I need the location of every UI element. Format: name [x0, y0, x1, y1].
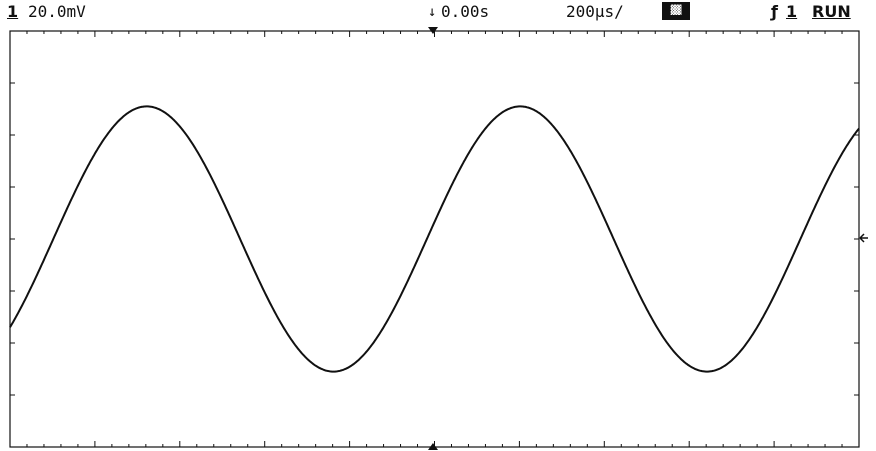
waveform-trace — [9, 105, 860, 373]
time-per-div-readout[interactable]: 200µs/ — [566, 2, 624, 21]
channel-1-trace — [9, 105, 860, 373]
channel-1-ground-marker — [859, 233, 868, 243]
trigger-position-marker-bottom — [428, 443, 438, 450]
volts-per-div-readout[interactable]: 20.0mV — [28, 2, 86, 21]
screen-markers — [428, 27, 868, 450]
channel-number[interactable]: 1 — [7, 2, 19, 21]
screen-border — [9, 30, 860, 448]
trigger-source[interactable]: 1 — [786, 2, 798, 21]
trigger-position-marker-top — [428, 27, 438, 34]
run-state-button[interactable]: RUN — [812, 2, 851, 21]
trigger-delay-readout[interactable]: 0.00s — [441, 2, 490, 21]
status-bar: 1 20.0mV ↓ 0.00s 200µs/ ▓▓ ƒ 1 RUN — [0, 0, 876, 24]
trigger-delay-arrow-icon: ↓ — [428, 4, 437, 20]
rising-edge-icon[interactable]: ƒ — [771, 2, 778, 21]
acquisition-mode-icon[interactable]: ▓▓ — [662, 2, 690, 20]
graticule — [9, 30, 860, 448]
